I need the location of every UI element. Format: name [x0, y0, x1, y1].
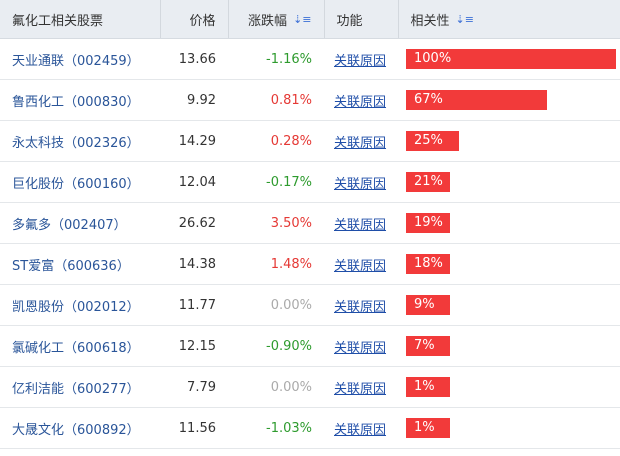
stock-change: -1.16%: [228, 38, 324, 80]
table-row: 鲁西化工（000830） 9.92 0.81% 关联原因 67%: [0, 79, 620, 121]
stock-name-link[interactable]: 大晟文化（600892）: [0, 407, 160, 449]
relevance-cell: 67%: [398, 79, 620, 121]
stock-name-link[interactable]: 天业通联（002459）: [0, 38, 160, 80]
relevance-bar: 9%: [406, 295, 450, 315]
function-cell: 关联原因: [324, 79, 398, 121]
related-reason-link[interactable]: 关联原因: [334, 94, 387, 110]
sort-icon[interactable]: ⇣≡: [455, 12, 474, 26]
sort-icon[interactable]: ⇣≡: [293, 12, 312, 26]
relevance-cell: 100%: [398, 38, 620, 80]
related-reason-link[interactable]: 关联原因: [334, 340, 387, 356]
stock-change: 0.28%: [228, 120, 324, 162]
relevance-bar: 100%: [406, 49, 616, 69]
stock-change: 3.50%: [228, 202, 324, 244]
table-row: 氯碱化工（600618） 12.15 -0.90% 关联原因 7%: [0, 325, 620, 367]
related-reason-link[interactable]: 关联原因: [334, 135, 387, 151]
related-reason-link[interactable]: 关联原因: [334, 422, 387, 438]
header-name: 氟化工相关股票: [0, 0, 161, 39]
stock-price: 14.38: [160, 243, 228, 285]
stock-change: 0.00%: [228, 284, 324, 326]
stock-price: 12.15: [160, 325, 228, 367]
relevance-cell: 18%: [398, 243, 620, 285]
stock-name-link[interactable]: 鲁西化工（000830）: [0, 79, 160, 121]
related-reason-link[interactable]: 关联原因: [334, 258, 387, 274]
stock-price: 11.77: [160, 284, 228, 326]
function-cell: 关联原因: [324, 243, 398, 285]
relevance-cell: 19%: [398, 202, 620, 244]
stock-price: 12.04: [160, 161, 228, 203]
relevance-bar: 7%: [406, 336, 450, 356]
table-row: 天业通联（002459） 13.66 -1.16% 关联原因 100%: [0, 38, 620, 80]
stock-price: 11.56: [160, 407, 228, 449]
stock-name-link[interactable]: 氯碱化工（600618）: [0, 325, 160, 367]
stock-price: 7.79: [160, 366, 228, 408]
stock-change: 0.81%: [228, 79, 324, 121]
stock-change: -0.90%: [228, 325, 324, 367]
stock-name-link[interactable]: 永太科技（002326）: [0, 120, 160, 162]
relevance-bar: 67%: [406, 90, 547, 110]
stock-name-link[interactable]: 凯恩股份（002012）: [0, 284, 160, 326]
relevance-cell: 7%: [398, 325, 620, 367]
stock-name-link[interactable]: ST爱富（600636）: [0, 243, 160, 285]
function-cell: 关联原因: [324, 325, 398, 367]
function-cell: 关联原因: [324, 120, 398, 162]
header-func-label: 功能: [336, 13, 363, 29]
function-cell: 关联原因: [324, 366, 398, 408]
function-cell: 关联原因: [324, 407, 398, 449]
table-row: ST爱富（600636） 14.38 1.48% 关联原因 18%: [0, 243, 620, 285]
table-row: 巨化股份（600160） 12.04 -0.17% 关联原因 21%: [0, 161, 620, 203]
stock-change: 1.48%: [228, 243, 324, 285]
relevance-cell: 1%: [398, 366, 620, 408]
function-cell: 关联原因: [324, 161, 398, 203]
relevance-cell: 9%: [398, 284, 620, 326]
function-cell: 关联原因: [324, 38, 398, 80]
function-cell: 关联原因: [324, 202, 398, 244]
stock-name-link[interactable]: 亿利洁能（600277）: [0, 366, 160, 408]
table-body: 天业通联（002459） 13.66 -1.16% 关联原因 100% 鲁西化工（0008…: [0, 38, 620, 449]
relevance-bar: 18%: [406, 254, 450, 274]
header-func: 功能: [324, 0, 399, 39]
related-reason-link[interactable]: 关联原因: [334, 217, 387, 233]
related-reason-link[interactable]: 关联原因: [334, 176, 387, 192]
table-row: 亿利洁能（600277） 7.79 0.00% 关联原因 1%: [0, 366, 620, 408]
table-row: 多氟多（002407） 26.62 3.50% 关联原因 19%: [0, 202, 620, 244]
related-reason-link[interactable]: 关联原因: [334, 381, 387, 397]
relevance-bar: 25%: [406, 131, 459, 151]
related-reason-link[interactable]: 关联原因: [334, 53, 387, 69]
stock-name-link[interactable]: 多氟多（002407）: [0, 202, 160, 244]
relevance-bar: 19%: [406, 213, 450, 233]
header-price-label: 价格: [189, 13, 216, 29]
relevance-bar: 1%: [406, 418, 450, 438]
header-relevance-label[interactable]: 相关性: [410, 13, 450, 29]
header-change-label[interactable]: 涨跌幅: [248, 13, 288, 29]
relevance-bar: 21%: [406, 172, 450, 192]
stock-price: 26.62: [160, 202, 228, 244]
table-row: 永太科技（002326） 14.29 0.28% 关联原因 25%: [0, 120, 620, 162]
table-row: 大晟文化（600892） 11.56 -1.03% 关联原因 1%: [0, 407, 620, 449]
relevance-cell: 21%: [398, 161, 620, 203]
header-change[interactable]: 涨跌幅 ⇣≡: [228, 0, 325, 39]
stock-name-link[interactable]: 巨化股份（600160）: [0, 161, 160, 203]
table-header-row: 氟化工相关股票 价格 涨跌幅 ⇣≡ 功能 相关性 ⇣≡: [0, 0, 620, 39]
stock-change: -1.03%: [228, 407, 324, 449]
header-name-label: 氟化工相关股票: [12, 13, 104, 29]
stock-change: 0.00%: [228, 366, 324, 408]
stock-price: 14.29: [160, 120, 228, 162]
header-price: 价格: [160, 0, 229, 39]
header-relevance[interactable]: 相关性 ⇣≡: [398, 0, 620, 39]
stock-change: -0.17%: [228, 161, 324, 203]
function-cell: 关联原因: [324, 284, 398, 326]
table-row: 凯恩股份（002012） 11.77 0.00% 关联原因 9%: [0, 284, 620, 326]
stock-price: 9.92: [160, 79, 228, 121]
stock-price: 13.66: [160, 38, 228, 80]
relevance-cell: 25%: [398, 120, 620, 162]
related-reason-link[interactable]: 关联原因: [334, 299, 387, 315]
relevance-bar: 1%: [406, 377, 450, 397]
relevance-cell: 1%: [398, 407, 620, 449]
